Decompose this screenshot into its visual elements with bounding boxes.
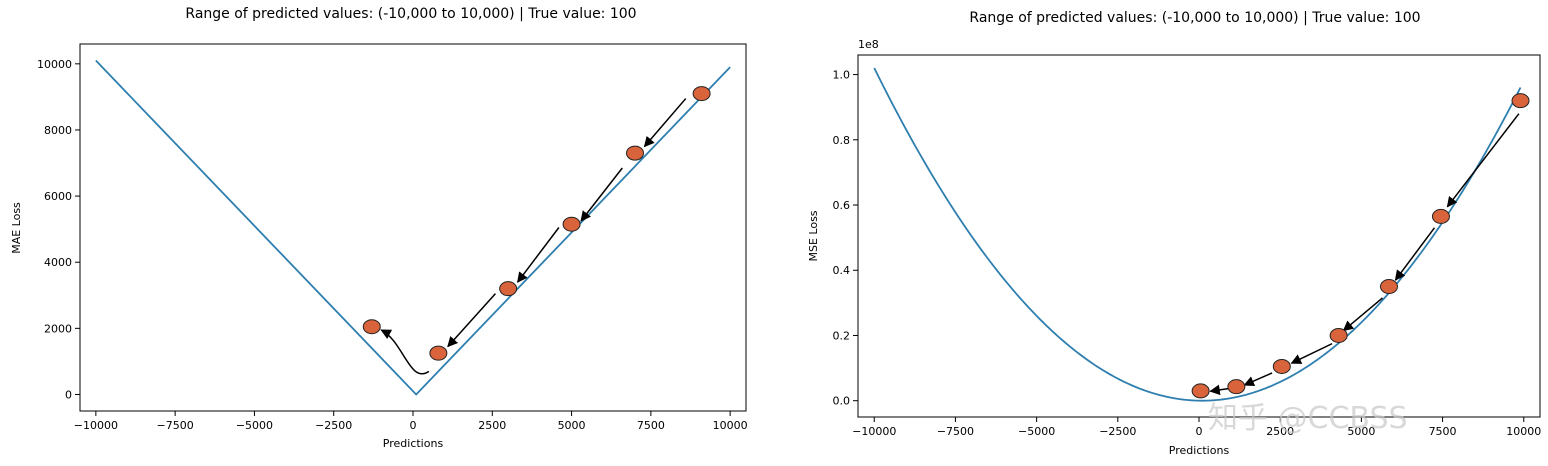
- y-tick-label: 2000: [44, 322, 72, 335]
- y-axis: 0 2000 4000 6000 8000 10000: [37, 58, 80, 401]
- x-tick-label: −2500: [315, 419, 352, 432]
- x-tick-label: 10000: [713, 419, 748, 432]
- plot-area: [79, 43, 747, 412]
- x-axis-label: Predictions: [1169, 444, 1230, 457]
- x-tick-label: −10000: [852, 425, 896, 438]
- x-tick-label: −2500: [1099, 425, 1136, 438]
- x-axis: −10000 −7500 −5000 −2500 0 2500 5000 7500 10000: [74, 411, 748, 432]
- descent-point: [1431, 208, 1450, 224]
- mse-loss-chart: Range of predicted values: (-10,000 to 1…: [807, 10, 1541, 457]
- x-axis: −10000 −7500 −5000 −2500 0 2500 5000 7500 10000: [852, 417, 1541, 438]
- gradient-arrow: [580, 167, 623, 222]
- x-tick-label: 5000: [558, 419, 586, 432]
- gradient-arrows: [1209, 113, 1520, 396]
- y-axis-label: MSE Loss: [807, 210, 820, 261]
- y-axis-label: MAE Loss: [10, 202, 23, 254]
- descent-point: [1329, 327, 1348, 343]
- x-tick-label: 0: [1196, 425, 1203, 438]
- y-axis: 0.0 0.2 0.4 0.6 0.8 1.0: [833, 69, 858, 408]
- gradient-arrow: [643, 98, 687, 148]
- x-tick-label: 2500: [1266, 425, 1294, 438]
- y-tick-label: 8000: [44, 124, 72, 137]
- x-tick-label: 5000: [1347, 425, 1375, 438]
- gradient-arrow: [1243, 372, 1273, 387]
- descent-point: [1272, 358, 1291, 374]
- overshoot-arrow: [380, 329, 430, 375]
- gradient-arrow: [517, 227, 560, 283]
- gradient-arrow: [1290, 342, 1333, 364]
- descent-points: [362, 86, 711, 361]
- descent-point: [1227, 379, 1246, 395]
- x-tick-label: 10000: [1506, 425, 1541, 438]
- y-tick-label: 0.0: [833, 395, 851, 408]
- y-axis-multiplier: 1e8: [858, 38, 879, 51]
- gradient-arrow: [1446, 113, 1520, 208]
- x-tick-label: 2500: [478, 419, 506, 432]
- gradient-arrow: [447, 293, 497, 348]
- y-tick-label: 6000: [44, 190, 72, 203]
- y-tick-label: 0.8: [833, 134, 851, 147]
- gradient-arrow: [1342, 297, 1383, 332]
- y-tick-label: 4000: [44, 256, 72, 269]
- y-tick-label: 0.2: [833, 329, 851, 342]
- loss-curve-layer: [873, 67, 1522, 402]
- descent-point: [362, 319, 381, 335]
- loss-curve: [873, 67, 1522, 402]
- x-tick-label: −10000: [74, 419, 118, 432]
- x-tick-label: 7500: [637, 419, 665, 432]
- watermark: 知乎 @CCBSS: [1208, 401, 1408, 436]
- y-tick-label: 0.4: [833, 264, 851, 277]
- chart-title: Range of predicted values: (-10,000 to 1…: [185, 6, 636, 22]
- gradient-arrows: [380, 98, 687, 375]
- descent-point: [1379, 279, 1398, 295]
- x-tick-label: −5000: [1018, 425, 1055, 438]
- x-tick-label: −7500: [157, 419, 194, 432]
- gradient-arrow: [1394, 227, 1436, 281]
- descent-point: [429, 345, 448, 361]
- plot-area: [857, 54, 1541, 418]
- gradient-arrow: [1209, 384, 1229, 396]
- loss-curve: [95, 59, 731, 396]
- loss-curve-layer: [95, 59, 731, 396]
- descent-point: [692, 86, 711, 102]
- chart-title: Range of predicted values: (-10,000 to 1…: [969, 10, 1420, 26]
- mae-loss-chart: Range of predicted values: (-10,000 to 1…: [10, 6, 748, 450]
- descent-point: [1191, 383, 1210, 399]
- y-tick-label: 1.0: [833, 69, 851, 82]
- descent-point: [562, 216, 581, 232]
- y-tick-label: 10000: [37, 58, 72, 71]
- y-tick-label: 0.6: [833, 199, 851, 212]
- descent-point: [1511, 93, 1530, 109]
- x-tick-label: 0: [410, 419, 417, 432]
- x-tick-label: 7500: [1429, 425, 1457, 438]
- x-tick-label: −5000: [236, 419, 273, 432]
- descent-point: [499, 281, 518, 297]
- x-axis-label: Predictions: [383, 437, 444, 450]
- y-tick-label: 0: [65, 388, 72, 401]
- descent-points: [1191, 93, 1530, 399]
- descent-point: [626, 145, 644, 161]
- x-tick-label: −7500: [937, 425, 974, 438]
